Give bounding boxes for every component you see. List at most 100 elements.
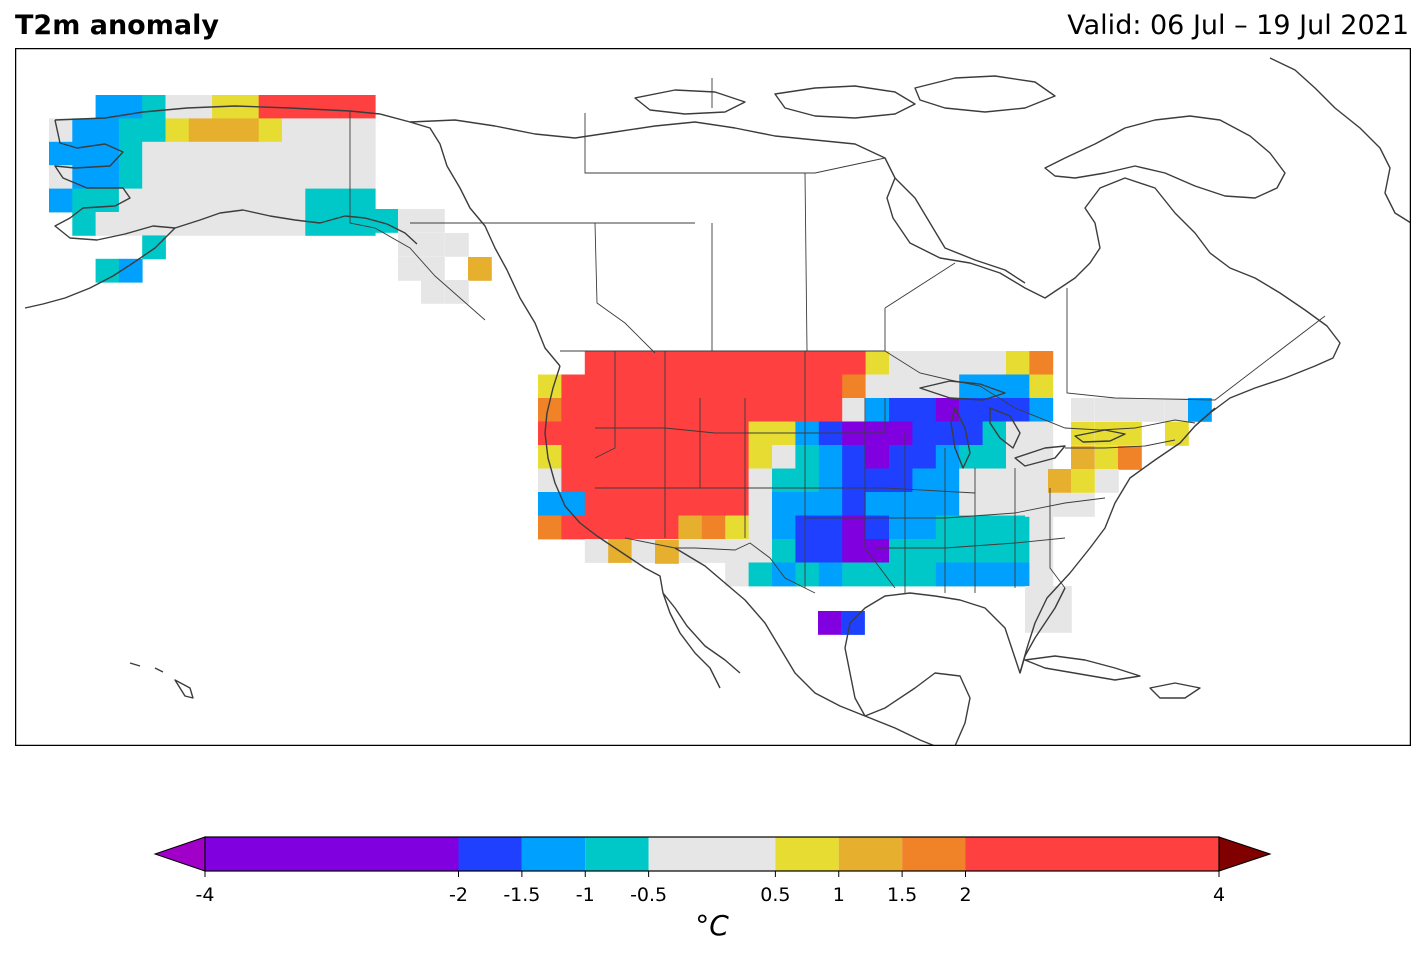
colorbar-tick-label: -0.5	[630, 884, 667, 906]
grid-cell	[95, 188, 120, 213]
grid-cell	[935, 398, 960, 422]
colorbar-bin	[521, 837, 586, 871]
aleutians	[24, 227, 176, 309]
grid-cell	[49, 141, 73, 166]
hispaniola	[1149, 682, 1201, 699]
grid-cell	[678, 374, 703, 399]
grid-cell	[1071, 469, 1095, 493]
grid-cell	[1165, 422, 1189, 446]
grid-cell	[935, 421, 960, 446]
grid-cell	[818, 611, 842, 635]
grid-cell	[282, 141, 306, 166]
colorbar-bin	[205, 837, 459, 871]
grid-cell	[445, 233, 469, 257]
grid-cell	[982, 468, 1007, 493]
grid-cell	[188, 141, 213, 166]
grid-cell	[328, 188, 353, 213]
grid-cell	[305, 188, 329, 213]
grid-cell	[959, 492, 983, 516]
grid-cell	[142, 118, 166, 143]
grid-cell	[935, 515, 960, 540]
grid-cell	[818, 445, 843, 469]
grid-cell	[772, 398, 796, 422]
grid-cell	[1025, 609, 1049, 633]
grid-cell	[212, 165, 236, 189]
grid-cell	[235, 141, 260, 166]
grid-cell	[959, 398, 983, 422]
grid-cell	[842, 562, 866, 587]
grid-cell	[282, 165, 306, 189]
grid-cell	[631, 539, 656, 563]
grid-cell	[772, 351, 796, 375]
grid-cell	[631, 468, 656, 493]
grid-cell	[631, 492, 656, 516]
grid-cell	[584, 374, 609, 399]
grid-cell	[701, 421, 726, 446]
grid-cell	[725, 398, 749, 422]
grid-cell	[95, 118, 120, 143]
grid-cell	[772, 492, 796, 516]
grid-cell	[842, 445, 866, 469]
grid-cell	[1071, 493, 1095, 517]
grid-cell	[235, 212, 260, 236]
grid-cell	[165, 95, 190, 119]
grid-cell	[235, 118, 260, 143]
canada-province-1	[594, 222, 656, 354]
grid-cell	[375, 209, 399, 233]
grid-cell	[538, 492, 562, 516]
us-mexico-border	[624, 537, 816, 594]
map-title: T2m anomaly	[15, 10, 219, 41]
grid-cell	[1006, 421, 1030, 446]
grid-cell	[421, 209, 445, 233]
alaska-canada-border	[349, 111, 486, 321]
grid-cell	[935, 468, 960, 493]
grid-cell	[1029, 374, 1054, 399]
grid-cell	[772, 468, 796, 493]
grid-cell	[912, 468, 937, 493]
grid-cell	[561, 468, 586, 493]
grid-cell	[1048, 469, 1072, 493]
grid-cell	[678, 421, 703, 446]
grid-cell	[631, 398, 656, 422]
grid-cell	[165, 165, 190, 189]
grid-cell	[959, 539, 983, 563]
grid-cell	[725, 468, 749, 493]
grid-cell	[538, 374, 562, 399]
grid-cell	[795, 445, 820, 469]
grid-cell	[935, 445, 960, 469]
grid-cell	[772, 539, 796, 563]
grid-cell	[1095, 398, 1119, 422]
grid-cell	[818, 539, 843, 563]
grid-cell	[328, 212, 353, 236]
grid-cell	[631, 445, 656, 469]
colorbar-tick-label: -4	[196, 884, 215, 906]
grid-cell	[212, 188, 236, 213]
grid-cell	[959, 351, 983, 375]
grid-cell	[725, 562, 749, 587]
grid-cell	[258, 188, 283, 213]
grid-cell	[165, 188, 190, 213]
us-canada-border	[560, 350, 1196, 431]
grid-cell	[188, 165, 213, 189]
grid-cell	[49, 188, 73, 213]
canada-province-3	[804, 172, 808, 352]
valid-date-range: Valid: 06 Jul – 19 Jul 2021	[1067, 10, 1409, 41]
grid-cell	[351, 165, 376, 189]
grid-cell	[655, 351, 679, 375]
grid-cell	[912, 539, 937, 563]
grid-cell	[608, 374, 632, 399]
us-west-coast	[544, 365, 721, 689]
grid-cell	[865, 468, 890, 493]
grid-cell	[235, 188, 260, 213]
grid-cell	[935, 562, 960, 587]
colorbar-tick-label: 4	[1213, 884, 1225, 906]
grid-cell	[1006, 539, 1030, 563]
grid-cell	[912, 421, 937, 446]
grid-cell	[795, 374, 820, 399]
grid-cell	[772, 515, 796, 540]
anomaly-map	[15, 48, 1411, 746]
alaska-west-coast	[54, 119, 418, 245]
grid-cell	[748, 515, 773, 540]
grid-cell	[655, 374, 679, 399]
us-state-line-16	[1065, 439, 1176, 449]
